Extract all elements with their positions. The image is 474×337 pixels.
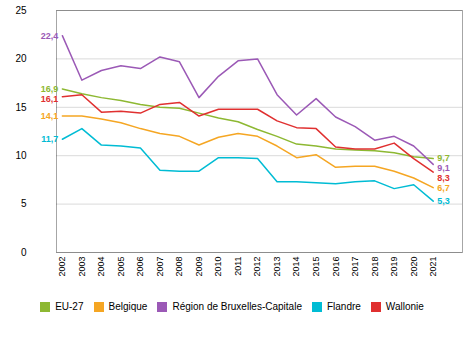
svg-text:5,3: 5,3 xyxy=(437,196,450,206)
svg-text:2019: 2019 xyxy=(389,257,399,277)
html-text:Région de Bruxelles-Capitale: Région de Bruxelles-Capitale xyxy=(172,301,302,312)
svg-text:16,9: 16,9 xyxy=(41,84,59,94)
svg-text:9,1: 9,1 xyxy=(437,163,450,173)
svg-text:2005: 2005 xyxy=(116,257,126,277)
svg-text:11,7: 11,7 xyxy=(41,134,58,144)
svg-text:2021: 2021 xyxy=(428,257,438,277)
svg-text:20: 20 xyxy=(15,53,27,64)
svg-text:2011: 2011 xyxy=(233,257,243,276)
svg-text:2013: 2013 xyxy=(272,257,282,277)
svg-text:2015: 2015 xyxy=(311,257,321,277)
svg-text:0: 0 xyxy=(21,247,27,258)
svg-text:6,7: 6,7 xyxy=(437,183,450,193)
svg-text:2003: 2003 xyxy=(77,257,87,277)
svg-text:16,1: 16,1 xyxy=(41,94,59,104)
svg-text:5: 5 xyxy=(21,198,27,209)
svg-text:10: 10 xyxy=(15,150,27,161)
svg-text:2018: 2018 xyxy=(370,257,380,277)
html-text:EU-27: EU-27 xyxy=(55,301,84,312)
svg-text:2009: 2009 xyxy=(194,257,204,277)
svg-text:9,7: 9,7 xyxy=(437,153,450,163)
svg-text:2012: 2012 xyxy=(252,257,262,277)
svg-text:2010: 2010 xyxy=(213,257,223,277)
svg-text:8,3: 8,3 xyxy=(437,173,450,183)
svg-text:2007: 2007 xyxy=(155,257,165,277)
svg-text:2014: 2014 xyxy=(291,257,301,277)
svg-text:2006: 2006 xyxy=(135,257,145,277)
svg-text:25: 25 xyxy=(15,5,27,16)
svg-text:2008: 2008 xyxy=(174,257,184,277)
html-text:Flandre: Flandre xyxy=(327,301,361,312)
html-text:Belgique: Belgique xyxy=(108,301,148,312)
svg-text:2004: 2004 xyxy=(96,257,106,277)
html-text:Wallonie: Wallonie xyxy=(385,301,424,312)
svg-text:22,4: 22,4 xyxy=(41,31,59,41)
svg-text:2002: 2002 xyxy=(57,257,67,277)
svg-text:2017: 2017 xyxy=(350,257,360,277)
svg-text:15: 15 xyxy=(15,102,27,113)
svg-text:14,1: 14,1 xyxy=(41,111,59,121)
svg-text:2016: 2016 xyxy=(331,257,341,277)
svg-text:2020: 2020 xyxy=(409,257,419,277)
